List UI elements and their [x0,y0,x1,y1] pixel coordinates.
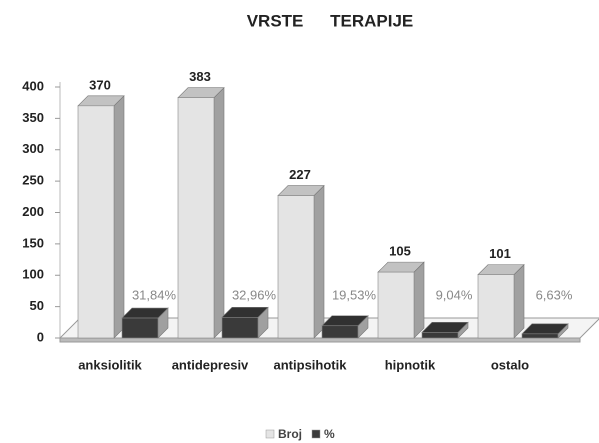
bar [221,306,269,339]
bar-side [213,86,225,339]
y-tick-label: 400 [22,78,44,93]
floor-edge [59,337,581,343]
bar-front [121,317,159,339]
x-tick-label: anksiolitik [78,357,142,372]
bar [521,323,569,339]
bar-side [313,184,325,339]
bar [177,86,225,339]
bar [421,321,469,339]
bar [477,263,525,339]
bar-front [277,195,315,339]
bar-front [221,317,259,339]
y-tick-label: 300 [22,141,44,156]
legend-label: Broj [278,427,302,441]
bar [121,307,169,339]
x-tick-label: ostalo [491,357,529,372]
bar [377,261,425,339]
data-label: 105 [389,244,411,259]
bar-front [77,105,115,339]
bar [277,184,325,339]
x-tick-label: antipsihotik [274,357,348,372]
x-tick-label: hipnotik [385,357,436,372]
data-label: 32,96% [232,287,277,302]
legend-swatch [265,429,275,439]
legend-swatch [311,429,321,439]
y-tick-label: 100 [22,267,44,282]
y-tick-label: 350 [22,110,44,125]
data-label: 19,53% [332,287,377,302]
data-label: 31,84% [132,287,177,302]
bar-front [421,332,459,339]
bar-front [477,274,515,339]
bar-front [521,333,559,339]
y-tick-label: 250 [22,173,44,188]
data-label: 101 [489,246,511,261]
chart-title: VRSTE TERAPIJE [247,11,414,30]
data-label: 370 [89,77,111,92]
y-tick-label: 0 [37,329,44,344]
data-label: 227 [289,167,311,182]
y-tick-label: 150 [22,235,44,250]
bar [321,315,369,339]
legend-label: % [324,427,335,441]
y-tick-label: 50 [30,298,44,313]
bar-front [377,271,415,339]
data-label: 9,04% [436,287,473,302]
data-label: 6,63% [536,287,573,302]
y-tick-label: 200 [22,204,44,219]
x-tick-label: antidepresiv [172,357,249,372]
bar [77,95,125,339]
bar-side [113,95,125,339]
bar-front [321,325,359,339]
bar-front [177,97,215,339]
data-label: 383 [189,69,211,84]
bar-side [413,261,425,339]
bar-side [513,263,525,339]
